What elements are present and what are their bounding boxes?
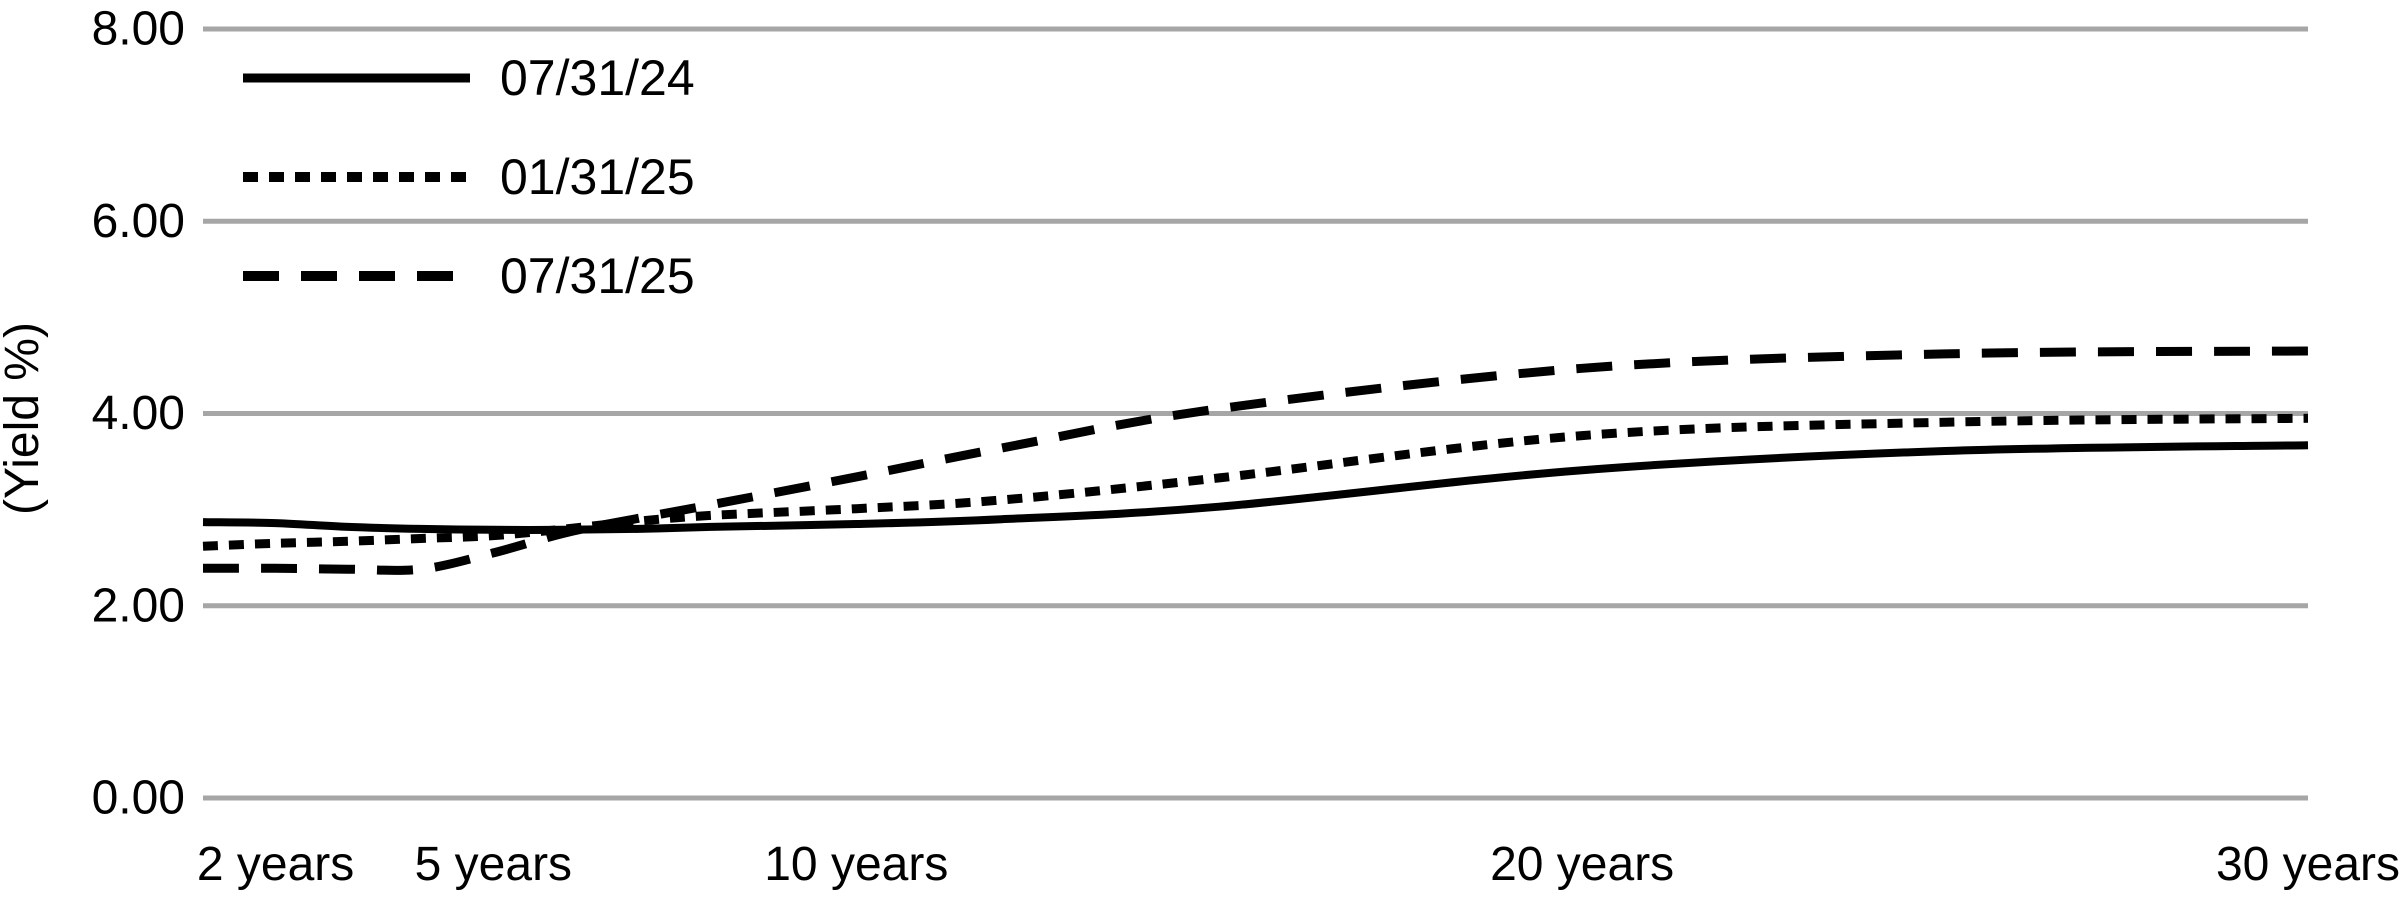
legend-label-01-31-25: 01/31/25: [500, 149, 695, 205]
y-tick-label: 8.00: [92, 3, 185, 56]
series-line-07-31-24: [202, 441, 2309, 534]
y-axis-label: (Yield %): [0, 322, 49, 515]
y-tick-label: 2.00: [92, 579, 185, 632]
y-tick-label: 4.00: [92, 387, 185, 440]
y-tick-label: 6.00: [92, 195, 185, 248]
legend-label-07-31-25: 07/31/25: [500, 248, 695, 304]
x-tick-label: 30 years: [2216, 838, 2400, 891]
y-tick-label: 0.00: [92, 772, 185, 825]
x-tick-label: 20 years: [1490, 838, 1674, 891]
legend-label-07-31-24: 07/31/24: [500, 50, 695, 106]
legend: 07/31/24 01/31/25 07/31/25: [243, 50, 695, 304]
series-line-01-31-25: [202, 413, 2309, 551]
x-tick-label: 2 years: [197, 838, 354, 891]
x-tick-label: 5 years: [415, 838, 572, 891]
x-tick-label: 10 years: [764, 838, 948, 891]
